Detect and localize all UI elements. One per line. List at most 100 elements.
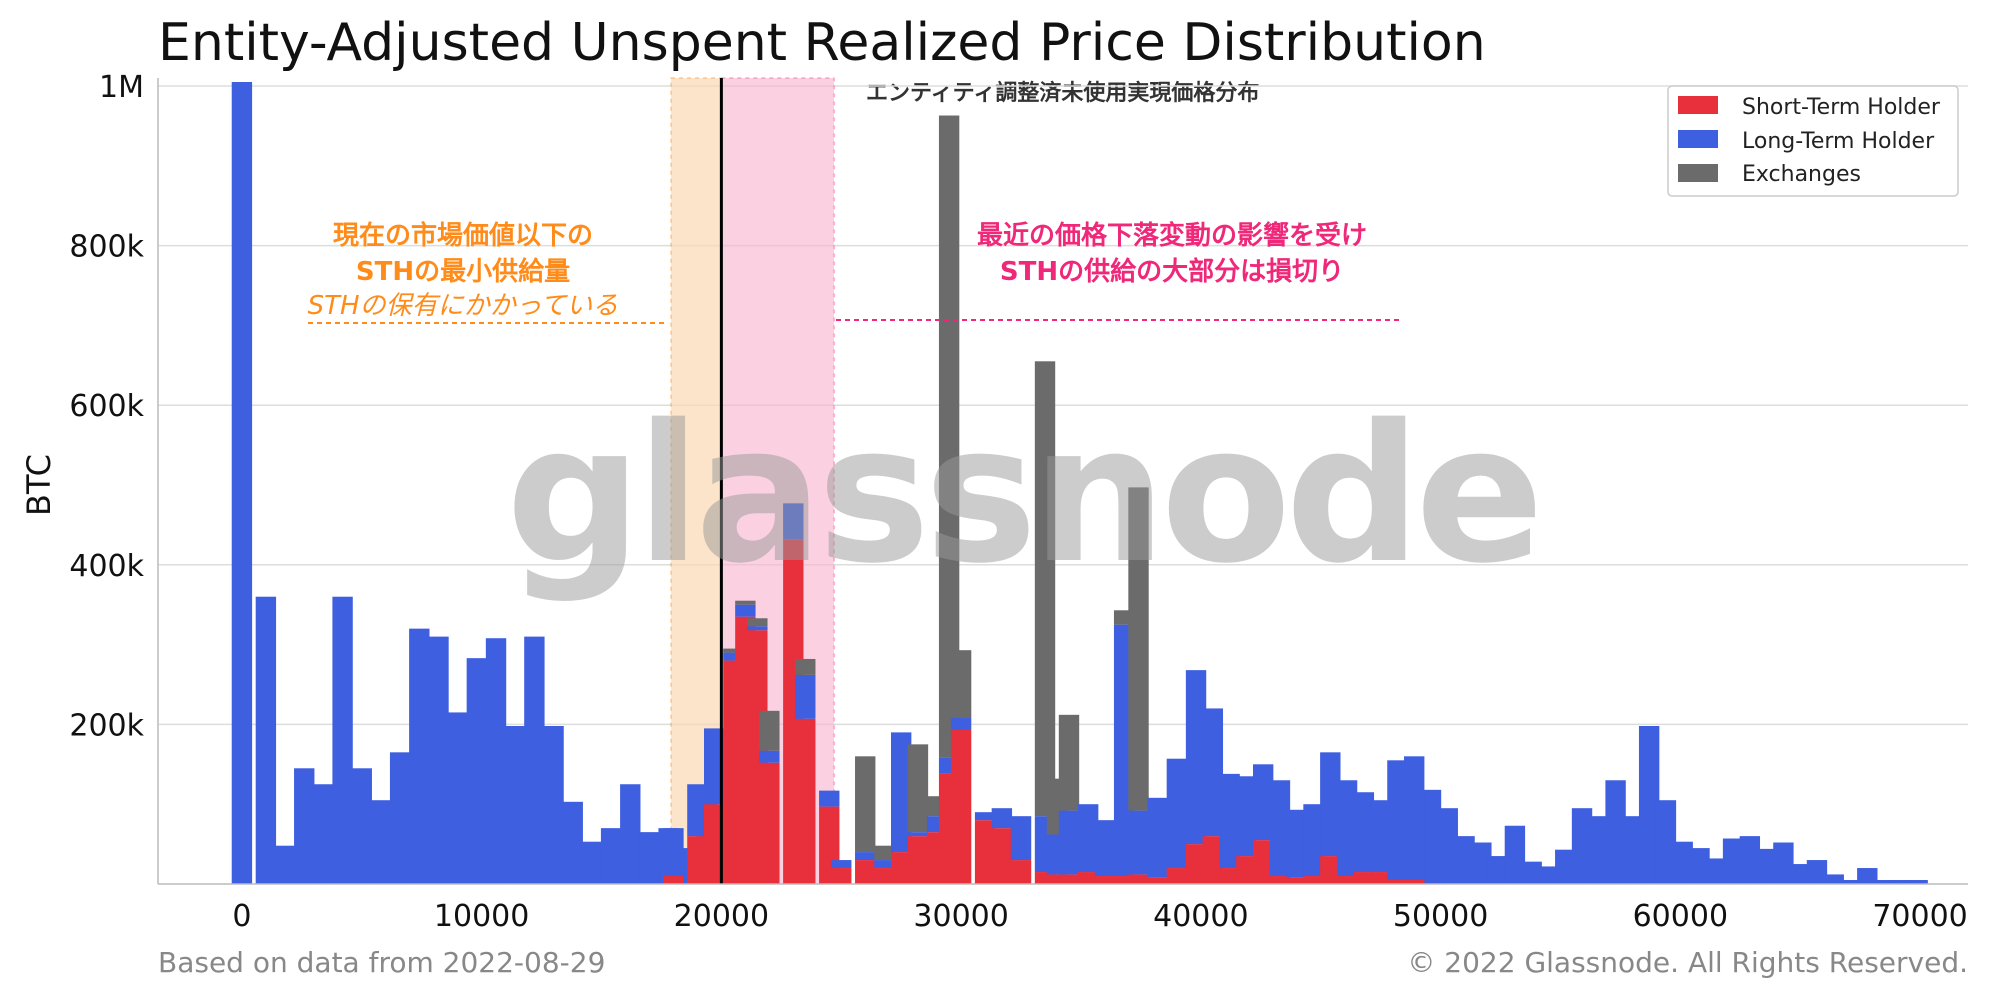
bar-sth-32 <box>1219 868 1240 884</box>
bar-lth-stacked-1 <box>687 784 708 837</box>
bar-lth-42 <box>1706 858 1727 884</box>
bar-lth-52 <box>1873 880 1895 884</box>
legend: Short-Term Holder Long-Term Holder Excha… <box>1667 85 1959 197</box>
bar-sth-14 <box>907 836 929 884</box>
bar-exchanges-3 <box>723 648 744 653</box>
x-tick-label-2: 20000 <box>674 899 769 934</box>
orange-annotation-line2: STHの最小供給量 <box>356 256 570 287</box>
legend-box <box>1667 85 1959 197</box>
bar-exchanges-23 <box>1058 714 1080 811</box>
bar-lth-stacked-9 <box>819 790 840 807</box>
bar-exchanges-8 <box>795 658 816 675</box>
bar-lth-48 <box>1806 860 1828 884</box>
bar-exchanges-14 <box>907 744 929 833</box>
bar-lth-stacked-7 <box>783 503 804 540</box>
bar-lth-3 <box>294 768 315 884</box>
bar-lth-0 <box>231 81 253 884</box>
bar-lth-stacked-11 <box>855 852 876 861</box>
x-tick-label-0: 0 <box>232 899 251 934</box>
bar-lth-stacked-29 <box>1166 758 1188 869</box>
bar-lth-12 <box>466 658 488 884</box>
bar-sth-31 <box>1202 836 1224 884</box>
legend-label-exchanges: Exchanges <box>1742 162 1861 187</box>
bar-sth-42 <box>1387 880 1408 884</box>
y-tick-label-2: 600k <box>69 389 144 424</box>
bar-lth-stacked-2 <box>703 728 725 805</box>
bar-sth-43 <box>1404 880 1425 884</box>
bar-lth-stacked-33 <box>1236 776 1257 857</box>
x-tick-label-4: 40000 <box>1153 899 1248 934</box>
bar-sth-26 <box>1113 876 1135 884</box>
bar-sth-41 <box>1370 872 1391 884</box>
bar-lth-31 <box>1521 861 1542 884</box>
legend-label-sth: Short-Term Holder <box>1742 95 1941 120</box>
bar-sth-19 <box>991 828 1013 884</box>
bar-sth-40 <box>1353 872 1375 884</box>
bar-lth-51 <box>1857 868 1878 884</box>
bar-lth-47 <box>1789 864 1811 884</box>
bar-sth-24 <box>1077 872 1099 884</box>
bar-lth-stacked-35 <box>1269 780 1291 877</box>
bar-lth-stacked-8 <box>795 674 816 719</box>
bar-lth-stacked-3 <box>723 652 744 661</box>
bar-sth-27 <box>1128 874 1149 884</box>
bar-sth-39 <box>1336 876 1358 884</box>
y-tick-label-4: 1M <box>99 70 144 105</box>
bar-lth-stacked-20 <box>1010 816 1032 861</box>
bar-lth-26 <box>1437 808 1458 884</box>
bar-sth-22 <box>1046 874 1068 884</box>
bar-lth-stacked-40 <box>1353 792 1375 873</box>
chart-title: Entity-Adjusted Unspent Realized Price D… <box>158 13 1486 73</box>
bar-sth-29 <box>1166 868 1188 884</box>
bar-lth-21 <box>639 832 660 884</box>
bar-sth-17 <box>950 729 972 884</box>
bar-exchanges-6 <box>759 710 780 751</box>
x-tick-label-5: 50000 <box>1393 899 1488 934</box>
bar-exchanges-17 <box>950 650 972 719</box>
bar-lth-15 <box>524 636 545 884</box>
bar-sth-11 <box>855 860 876 884</box>
bar-lth-8 <box>389 752 411 884</box>
bar-lth-17 <box>562 801 583 884</box>
bar-sth-18 <box>974 820 996 884</box>
bar-lth-29 <box>1487 856 1509 884</box>
bar-sth-0 <box>663 876 684 884</box>
y-tick-label-0: 200k <box>69 708 144 743</box>
bar-lth-stacked-0 <box>663 828 684 877</box>
bar-sth-2 <box>703 804 725 884</box>
bar-lth-18 <box>581 841 603 884</box>
bar-lth-stacked-23 <box>1058 810 1080 875</box>
bars <box>231 78 1928 884</box>
chart-subtitle: エンティティ調整済未使用実現価格分布 <box>866 80 1259 106</box>
bar-lth-stacked-25 <box>1094 820 1116 877</box>
bar-lth-4 <box>313 784 334 884</box>
bar-lth-43 <box>1722 838 1744 884</box>
bar-lth-stacked-19 <box>991 808 1013 829</box>
bar-lth-stacked-37 <box>1303 804 1324 877</box>
pink-annotation-line2: STHの供給の大部分は損切り <box>1000 256 1344 287</box>
bar-lth-14 <box>505 725 526 884</box>
bar-lth-1 <box>255 596 277 884</box>
bar-lth-stacked-14 <box>907 832 929 837</box>
bar-lth-6 <box>351 768 372 884</box>
bar-lth-35 <box>1588 816 1609 884</box>
bar-lth-stacked-31 <box>1202 708 1224 837</box>
bar-lth-11 <box>447 712 468 884</box>
bar-lth-stacked-18 <box>974 812 996 821</box>
footer-copyright: © 2022 Glassnode. All Rights Reserved. <box>1407 946 1968 979</box>
bar-lth-49 <box>1823 874 1844 884</box>
bar-lth-37 <box>1622 816 1643 884</box>
bar-exchanges-11 <box>855 756 876 853</box>
bar-exchanges-16 <box>938 115 960 758</box>
x-tick-label-6: 60000 <box>1633 899 1728 934</box>
bar-lth-stacked-39 <box>1336 780 1358 877</box>
legend-swatch-lth <box>1678 130 1718 148</box>
bar-lth-33 <box>1555 849 1576 884</box>
bar-sth-8 <box>795 718 816 884</box>
bar-lth-54 <box>1907 880 1928 884</box>
bar-lth-stacked-5 <box>747 626 768 631</box>
x-tick-label-7: 70000 <box>1872 899 1967 934</box>
footer-source: Based on data from 2022-08-29 <box>158 946 605 979</box>
bar-sth-35 <box>1269 876 1291 884</box>
